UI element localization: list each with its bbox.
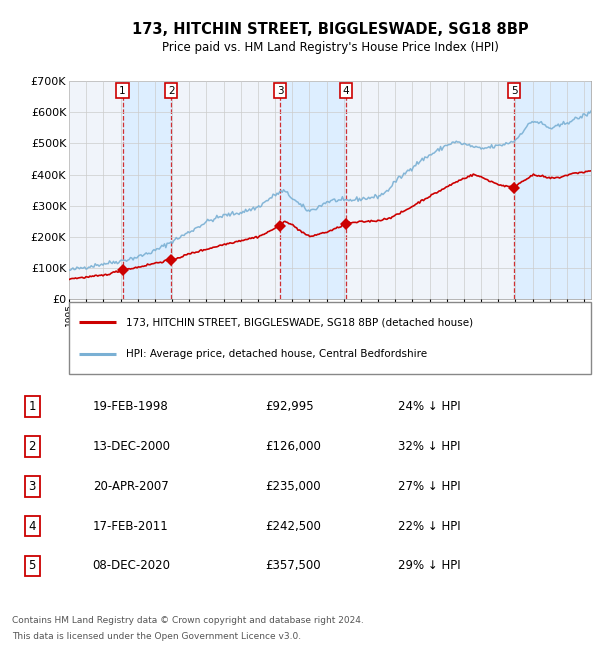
Text: 5: 5 xyxy=(28,560,36,573)
Text: 173, HITCHIN STREET, BIGGLESWADE, SG18 8BP (detached house): 173, HITCHIN STREET, BIGGLESWADE, SG18 8… xyxy=(127,317,473,327)
Text: This data is licensed under the Open Government Licence v3.0.: This data is licensed under the Open Gov… xyxy=(12,632,301,641)
Text: £235,000: £235,000 xyxy=(265,480,321,493)
Text: HPI: Average price, detached house, Central Bedfordshire: HPI: Average price, detached house, Cent… xyxy=(127,349,428,359)
FancyBboxPatch shape xyxy=(69,302,591,374)
Text: 13-DEC-2000: 13-DEC-2000 xyxy=(92,440,170,453)
Text: £92,995: £92,995 xyxy=(265,400,314,413)
Bar xyxy=(280,81,346,299)
Text: 173, HITCHIN STREET, BIGGLESWADE, SG18 8BP: 173, HITCHIN STREET, BIGGLESWADE, SG18 8… xyxy=(131,21,529,37)
Text: 08-DEC-2020: 08-DEC-2020 xyxy=(92,560,170,573)
Bar xyxy=(122,81,171,299)
Text: 1: 1 xyxy=(28,400,36,413)
Text: 4: 4 xyxy=(343,86,349,96)
Bar xyxy=(514,81,591,299)
Text: 22% ↓ HPI: 22% ↓ HPI xyxy=(398,519,461,532)
Text: 29% ↓ HPI: 29% ↓ HPI xyxy=(398,560,461,573)
Text: 1: 1 xyxy=(119,86,126,96)
Text: 32% ↓ HPI: 32% ↓ HPI xyxy=(398,440,460,453)
Text: 2: 2 xyxy=(28,440,36,453)
Text: 5: 5 xyxy=(511,86,518,96)
Text: 19-FEB-1998: 19-FEB-1998 xyxy=(92,400,169,413)
Text: £357,500: £357,500 xyxy=(265,560,321,573)
Text: 24% ↓ HPI: 24% ↓ HPI xyxy=(398,400,461,413)
Text: Price paid vs. HM Land Registry's House Price Index (HPI): Price paid vs. HM Land Registry's House … xyxy=(161,41,499,54)
Text: 4: 4 xyxy=(28,519,36,532)
Text: 3: 3 xyxy=(277,86,284,96)
Text: 3: 3 xyxy=(28,480,36,493)
Text: Contains HM Land Registry data © Crown copyright and database right 2024.: Contains HM Land Registry data © Crown c… xyxy=(12,616,364,625)
Text: 17-FEB-2011: 17-FEB-2011 xyxy=(92,519,169,532)
Text: 20-APR-2007: 20-APR-2007 xyxy=(92,480,169,493)
Text: 2: 2 xyxy=(168,86,175,96)
Text: £242,500: £242,500 xyxy=(265,519,322,532)
Text: 27% ↓ HPI: 27% ↓ HPI xyxy=(398,480,461,493)
Text: £126,000: £126,000 xyxy=(265,440,322,453)
